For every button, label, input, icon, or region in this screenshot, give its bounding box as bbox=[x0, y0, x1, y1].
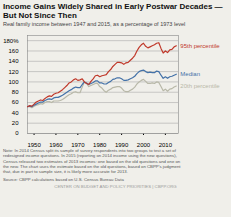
svg-text:1960: 1960 bbox=[49, 142, 63, 147]
svg-text:1980: 1980 bbox=[93, 142, 107, 147]
svg-text:95th percentile: 95th percentile bbox=[180, 43, 220, 49]
svg-text:1990: 1990 bbox=[115, 142, 129, 147]
html-text:Note: In 2014 Census split its: Note: In 2014 Census split its sample of… bbox=[3, 148, 181, 175]
svg-text:0: 0 bbox=[15, 130, 19, 136]
svg-text:120: 120 bbox=[8, 68, 19, 74]
svg-text:40: 40 bbox=[12, 110, 19, 116]
svg-text:2000: 2000 bbox=[137, 142, 151, 147]
svg-text:2010: 2010 bbox=[159, 142, 173, 147]
svg-text:20: 20 bbox=[12, 120, 19, 126]
html-text:CENTER ON BUDGET AND POLICY PR: CENTER ON BUDGET AND POLICY PRIORITIES |… bbox=[54, 183, 177, 189]
svg-text:160: 160 bbox=[8, 48, 19, 54]
html-text:Source: CBPP calculations base: Source: CBPP calculations based on U.S. … bbox=[3, 176, 124, 182]
svg-text:Median: Median bbox=[180, 71, 200, 77]
svg-text:60: 60 bbox=[12, 99, 19, 105]
svg-text:80: 80 bbox=[12, 89, 19, 95]
svg-text:140: 140 bbox=[8, 58, 19, 64]
html-text:Income Gains Widely Shared in: Income Gains Widely Shared in Early Post… bbox=[3, 2, 223, 21]
svg-text:1970: 1970 bbox=[71, 142, 85, 147]
html-text:Real family income between 194: Real family income between 1947 and 2015… bbox=[3, 21, 186, 28]
svg-text:100: 100 bbox=[8, 79, 19, 85]
svg-text:1950: 1950 bbox=[27, 142, 41, 147]
svg-text:180%: 180% bbox=[3, 38, 19, 44]
svg-text:20th percentile: 20th percentile bbox=[180, 83, 220, 89]
